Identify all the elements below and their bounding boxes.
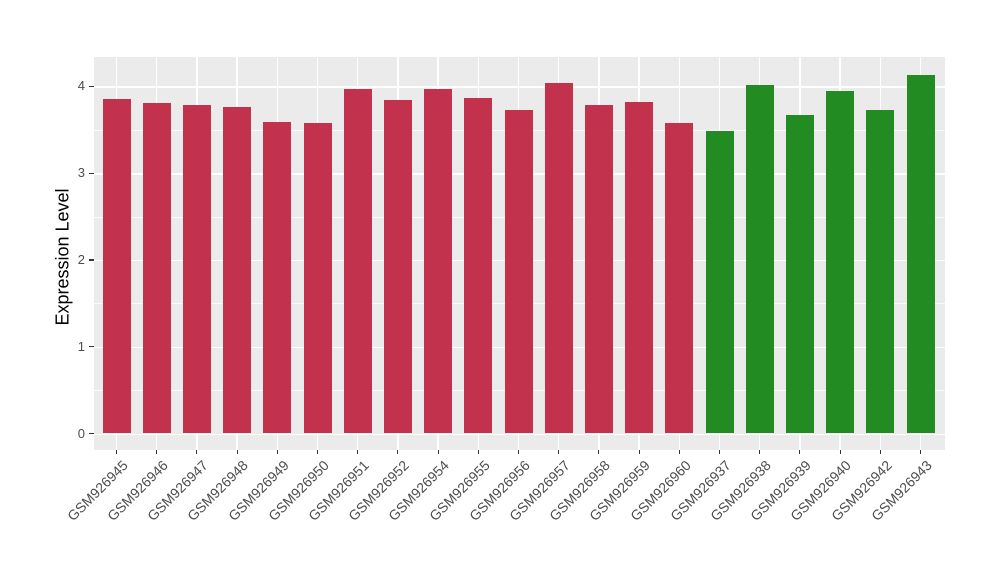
bar-GSM926948 [223,107,252,434]
gridline-major [94,433,945,435]
x-tick-mark [115,450,118,454]
x-tick-mark [156,450,158,454]
x-tick-mark [437,450,439,454]
bar-GSM926945 [102,99,131,434]
bar-GSM926960 [665,122,694,434]
x-tick-mark [397,450,399,454]
x-tick-mark [718,450,721,454]
bar-GSM926950 [303,122,332,434]
x-tick-mark [678,450,680,454]
y-tick-mark [89,259,94,261]
y-axis-title: Expression Level [52,188,73,326]
y-tick-mark [89,172,94,174]
bar-GSM926957 [544,82,573,434]
x-tick-mark [316,450,319,454]
bar-GSM926938 [745,85,774,434]
bar-GSM926943 [906,75,935,434]
bar-GSM926947 [182,105,211,434]
bar-GSM926958 [584,104,613,434]
x-tick-mark [276,450,278,454]
x-tick-mark [598,450,600,454]
gridline-major [94,86,945,88]
y-tick-mark [89,85,94,87]
bar-GSM926956 [504,109,533,434]
x-tick-mark [196,450,198,454]
y-tick-label: 4 [77,78,85,94]
bar-GSM926954 [424,88,453,434]
x-tick-mark [357,450,359,454]
x-tick-mark [517,450,520,454]
bar-GSM926949 [263,121,292,434]
bar-GSM926942 [866,109,895,434]
bar-GSM926951 [343,88,372,434]
bar-GSM926940 [826,90,855,434]
bar-GSM926937 [705,130,734,434]
bar-GSM926952 [383,100,412,434]
x-tick-mark [236,450,238,454]
x-tick-mark [558,450,560,454]
y-tick-label: 3 [77,165,85,181]
y-tick-label: 0 [77,425,85,441]
bar-GSM926959 [625,101,654,434]
y-tick-label: 1 [77,338,85,354]
x-tick-mark [638,450,640,454]
x-tick-mark [799,450,801,454]
x-tick-mark [879,450,881,454]
plot-panel [94,57,945,450]
y-tick-label: 2 [77,251,85,267]
bar-GSM926939 [785,114,814,434]
y-tick-mark [89,433,94,435]
x-tick-mark [477,450,479,454]
bar-GSM926946 [142,102,171,434]
y-tick-mark [89,346,94,348]
bar-GSM926955 [464,98,493,434]
x-tick-mark [839,450,841,454]
x-tick-mark [759,450,761,454]
x-tick-mark [919,450,922,454]
